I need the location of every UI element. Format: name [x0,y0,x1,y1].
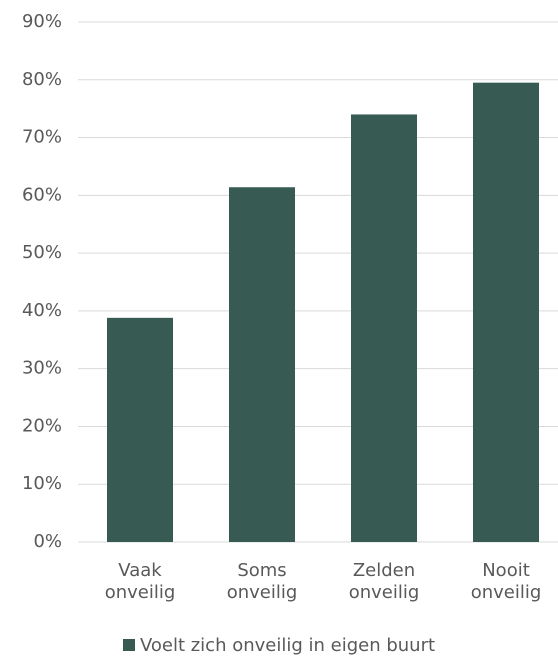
bar [107,317,173,542]
y-tick-label: 40% [22,300,62,321]
y-tick-label: 50% [22,242,62,263]
bar [351,114,417,542]
x-tick-label: Soms onveilig [226,560,298,603]
legend-swatch [122,639,135,651]
legend: Voelt zich onveilig in eigen buurt [0,635,558,657]
y-tick-label: 20% [22,415,62,436]
y-tick-label: 70% [22,127,62,148]
x-tick-label: Nooit onveilig [470,560,542,603]
x-tick-label: Zelden onveilig [348,560,420,603]
x-tick-label: Vaak onveilig [104,560,176,603]
y-tick-label: 60% [22,184,62,205]
y-tick-label: 90% [22,11,62,32]
y-tick-label: 80% [22,69,62,90]
y-tick-label: 30% [22,358,62,379]
y-tick-label: 10% [22,473,62,494]
legend-label: Voelt zich onveilig in eigen buurt [139,635,436,656]
bar [473,82,539,543]
bar [229,187,295,542]
y-tick-label: 0% [33,531,62,552]
